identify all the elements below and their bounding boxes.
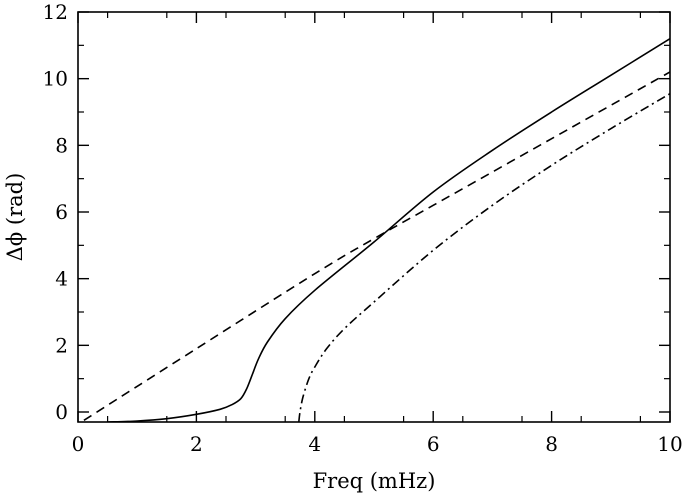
y-tick-label: 2 — [55, 333, 68, 357]
curves-layer — [83, 37, 670, 422]
x-tick-label: 10 — [657, 432, 682, 456]
x-tick-label: 4 — [308, 432, 321, 456]
x-tick-label: 2 — [190, 432, 203, 456]
x-axis-title: Freq (mHz) — [313, 469, 436, 493]
plot-frame — [77, 11, 671, 423]
y-axis-title: Δϕ (rad) — [3, 173, 27, 262]
y-tick-label: 12 — [43, 0, 68, 24]
y-tick-label: 8 — [55, 133, 68, 157]
y-tick-label: 0 — [55, 400, 68, 424]
x-tick-label: 8 — [545, 432, 558, 456]
y-tick-label: 6 — [55, 200, 68, 224]
series-line-dash-dot — [298, 92, 670, 422]
series-line-dashed — [83, 71, 670, 422]
tick-labels-layer: 0 2 4 6 8 10 0 2 4 6 8 10 12 — [43, 0, 683, 456]
y-tick-label: 4 — [55, 267, 68, 291]
x-tick-label: 6 — [427, 432, 440, 456]
y-tick-label: 10 — [43, 67, 68, 91]
x-tick-label: 0 — [72, 432, 85, 456]
series-line-solid — [107, 37, 670, 422]
ticks-layer — [77, 11, 671, 422]
